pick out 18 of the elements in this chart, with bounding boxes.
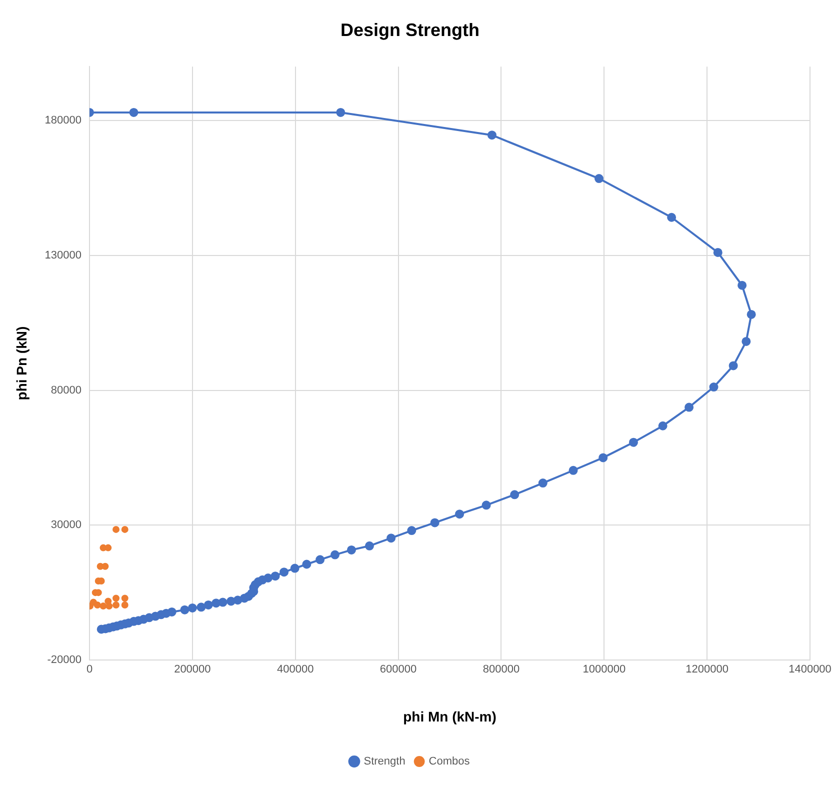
x-tick-label: 0 xyxy=(86,664,93,676)
y-tick-label: 30000 xyxy=(50,519,82,532)
x-tick-label: 200000 xyxy=(174,664,211,676)
y-tick-label: 180000 xyxy=(44,114,82,127)
y-axis-title: phi Pn (kN) xyxy=(13,326,30,400)
x-axis-title: phi Mn (kN-m) xyxy=(403,708,496,724)
y-tick-label: 80000 xyxy=(50,384,82,396)
x-tick-label: 1200000 xyxy=(686,664,728,676)
y-tick-label: -20000 xyxy=(47,654,82,666)
y-tick-label: 130000 xyxy=(44,249,82,262)
x-tick-label: 800000 xyxy=(482,664,520,676)
legend-label: Strength xyxy=(364,756,406,768)
x-tick-label: 1000000 xyxy=(582,664,626,676)
chart-title: Design Strength xyxy=(340,20,480,40)
x-tick-label: 1400000 xyxy=(788,664,832,676)
x-tick-label: 400000 xyxy=(277,664,314,676)
legend-label: Combos xyxy=(428,756,470,768)
x-tick-label: 600000 xyxy=(380,664,417,676)
